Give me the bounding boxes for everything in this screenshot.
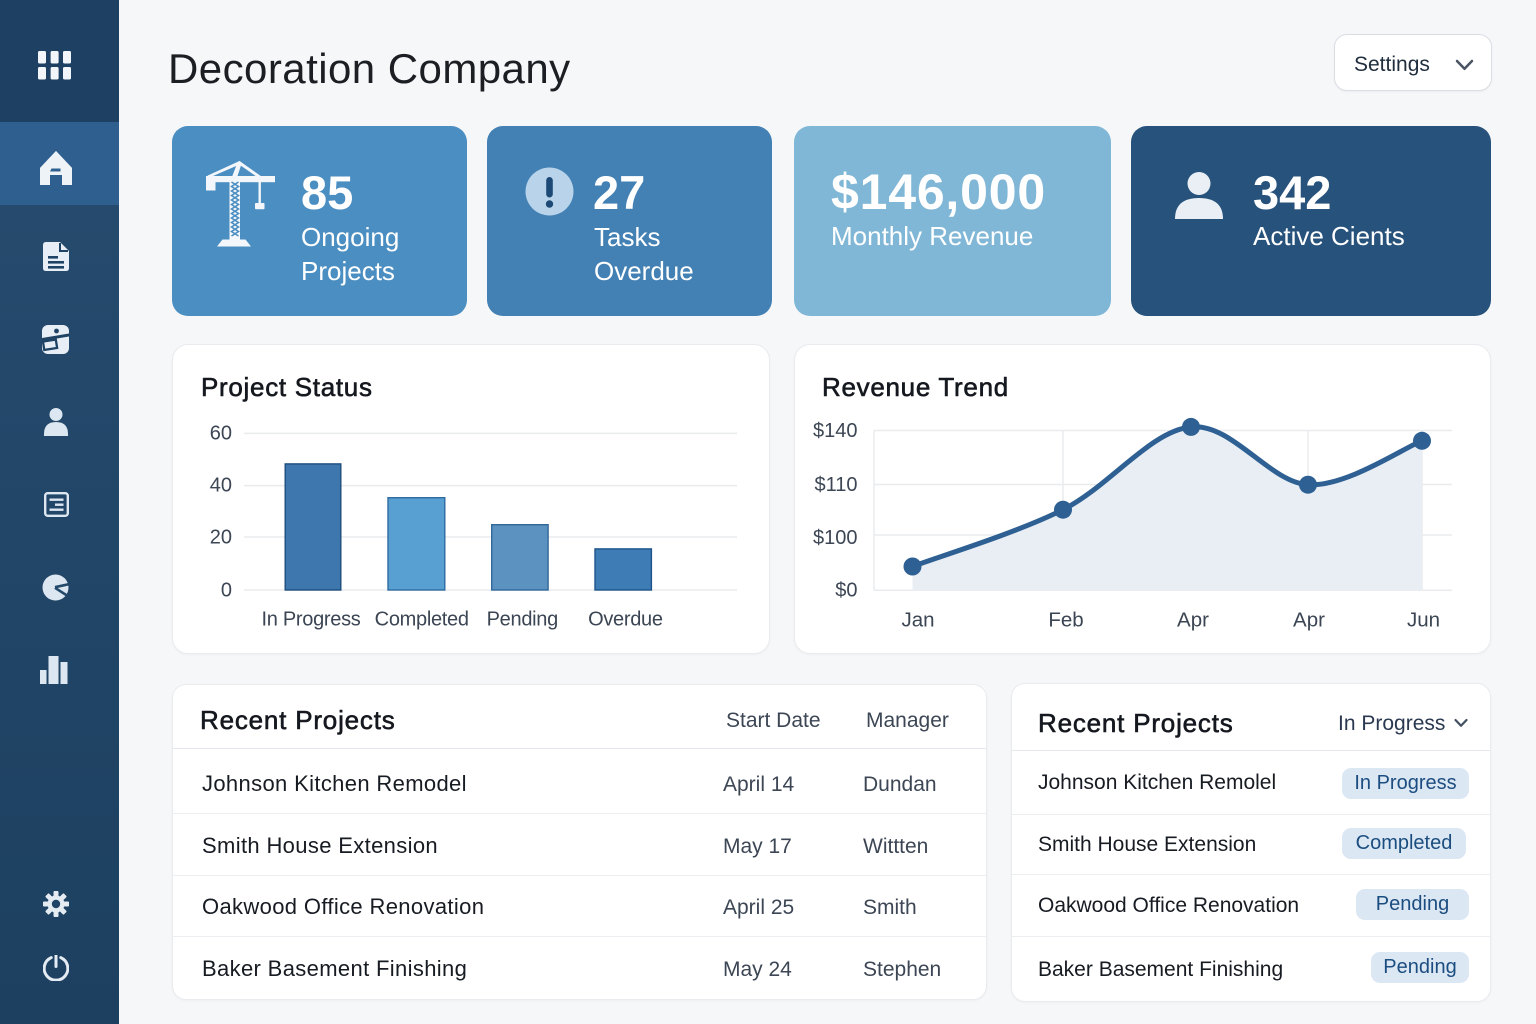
svg-text:$110: $110 bbox=[814, 474, 857, 496]
svg-text:Pending: Pending bbox=[487, 609, 558, 631]
svg-text:In Progress: In Progress bbox=[262, 609, 361, 631]
svg-text:$100: $100 bbox=[813, 527, 858, 549]
svg-text:Jan: Jan bbox=[901, 609, 934, 632]
svg-text:$0: $0 bbox=[835, 579, 857, 601]
svg-text:60: 60 bbox=[210, 422, 232, 444]
svg-text:40: 40 bbox=[210, 475, 232, 497]
svg-text:Apr: Apr bbox=[1177, 609, 1209, 632]
svg-text:Feb: Feb bbox=[1048, 609, 1083, 632]
svg-text:Apr: Apr bbox=[1293, 609, 1325, 632]
svg-text:Overdue: Overdue bbox=[588, 609, 663, 631]
svg-text:Completed: Completed bbox=[375, 609, 469, 631]
svg-text:0: 0 bbox=[221, 580, 232, 602]
svg-text:20: 20 bbox=[210, 527, 232, 549]
svg-text:$140: $140 bbox=[813, 420, 858, 442]
svg-text:Jun: Jun bbox=[1407, 609, 1440, 632]
